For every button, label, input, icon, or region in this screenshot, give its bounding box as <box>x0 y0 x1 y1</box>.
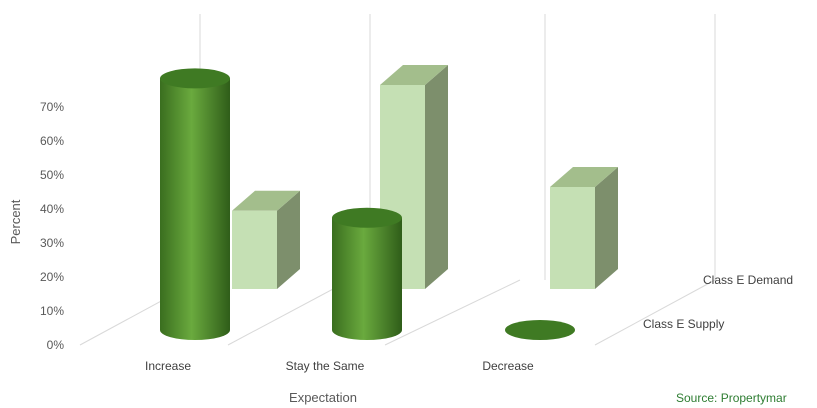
bar-supply <box>505 320 575 340</box>
bar-supply-top <box>160 68 230 89</box>
y-tick-label: 40% <box>40 202 64 216</box>
bar-demand <box>232 190 300 289</box>
category-labels: Increase Stay the Same Decrease Class E Sup… <box>145 273 793 373</box>
y-tick-label: 10% <box>40 304 64 318</box>
bar-demand-top <box>232 190 300 211</box>
source-note: Source: Propertymar <box>676 391 787 405</box>
bar-demand-side <box>595 167 618 289</box>
y-tick-labels: 0% 10% 20% 30% 40% 50% 60% 70% <box>40 100 64 352</box>
bar-demand <box>380 65 448 289</box>
bar-supply-body <box>332 217 402 340</box>
y-tick-label: 0% <box>47 338 65 352</box>
y-tick-label: 20% <box>40 270 64 284</box>
y-tick-label: 30% <box>40 236 64 250</box>
series-depth-label: Class E Demand <box>703 273 793 287</box>
bar-demand <box>550 167 618 289</box>
floor-gridline <box>384 279 521 346</box>
bar-supply-top <box>505 320 575 340</box>
floor-gridline <box>594 279 716 346</box>
bars <box>160 65 618 341</box>
bar-demand-top <box>380 65 448 85</box>
x-axis-title: Expectation <box>289 390 357 405</box>
category-label: Decrease <box>482 359 534 373</box>
bar-demand-front <box>232 210 277 289</box>
bar-supply <box>160 68 230 341</box>
series-depth-label: Class E Supply <box>643 317 724 331</box>
bar-demand-side <box>425 65 448 289</box>
bar-supply-body <box>160 78 230 341</box>
category-label: Stay the Same <box>286 359 365 373</box>
floor-gridline <box>227 279 351 346</box>
bar-supply <box>332 207 402 340</box>
bar-supply-top <box>332 207 402 228</box>
y-axis-title: Percent <box>8 199 23 244</box>
y-tick-label: 60% <box>40 134 64 148</box>
y-tick-label: 50% <box>40 168 64 182</box>
bar-demand-front <box>550 187 595 289</box>
y-tick-label: 70% <box>40 100 64 114</box>
bar-demand-top <box>550 167 618 187</box>
category-label: Increase <box>145 359 191 373</box>
bar-demand-side <box>277 190 300 289</box>
